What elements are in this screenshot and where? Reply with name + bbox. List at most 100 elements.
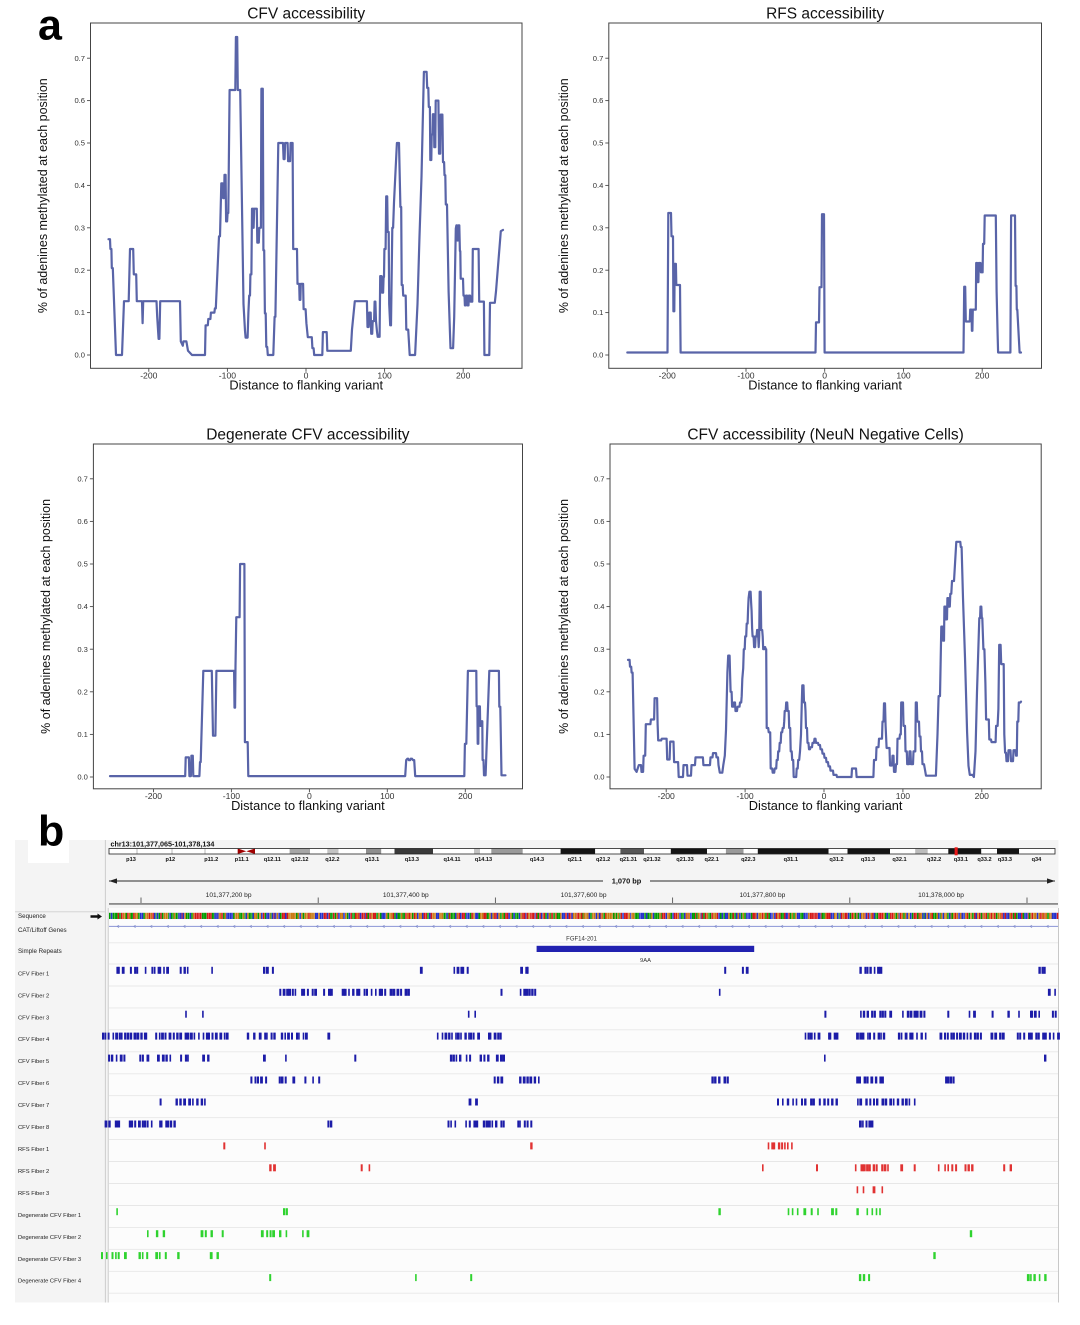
svg-text:CFV accessibility: CFV accessibility [247, 6, 365, 23]
svg-text:100: 100 [380, 791, 395, 801]
svg-text:RFS Fiber 1: RFS Fiber 1 [18, 1147, 49, 1153]
svg-text:-100: -100 [736, 791, 753, 801]
svg-text:-200: -200 [145, 791, 162, 801]
svg-text:p11.2: p11.2 [204, 857, 218, 863]
svg-text:0.0: 0.0 [77, 773, 88, 782]
svg-text:9AA: 9AA [640, 958, 651, 964]
svg-text:0.4: 0.4 [594, 602, 605, 611]
svg-text:0.5: 0.5 [594, 560, 605, 569]
svg-text:Degenerate CFV Fiber 2: Degenerate CFV Fiber 2 [18, 1235, 81, 1241]
svg-text:CFV Fiber 4: CFV Fiber 4 [18, 1037, 50, 1043]
svg-text:Simple Repeats: Simple Repeats [18, 948, 62, 955]
svg-text:q12.2: q12.2 [325, 857, 339, 863]
svg-text:q14.13: q14.13 [475, 857, 492, 863]
svg-text:CFV Fiber 1: CFV Fiber 1 [18, 971, 49, 977]
svg-text:0.7: 0.7 [77, 474, 88, 483]
svg-text:CFV Fiber 8: CFV Fiber 8 [18, 1125, 49, 1131]
svg-text:-200: -200 [140, 371, 157, 381]
svg-text:0.5: 0.5 [77, 560, 88, 569]
svg-text:q34: q34 [1032, 857, 1043, 863]
svg-text:101,378,000 bp: 101,378,000 bp [918, 892, 964, 899]
svg-text:q32.1: q32.1 [892, 857, 906, 863]
svg-text:0.3: 0.3 [594, 645, 605, 654]
svg-text:CFV Fiber 5: CFV Fiber 5 [18, 1059, 49, 1065]
svg-text:0.4: 0.4 [593, 181, 604, 190]
svg-text:Degenerate CFV Fiber 4: Degenerate CFV Fiber 4 [18, 1279, 82, 1285]
svg-text:q33.2: q33.2 [977, 857, 991, 863]
svg-text:q14.11: q14.11 [443, 857, 460, 863]
svg-text:q21.32: q21.32 [643, 857, 660, 863]
svg-text:100: 100 [377, 371, 392, 381]
svg-text:% of adenines methylated at ea: % of adenines methylated at each positio… [36, 78, 50, 313]
svg-text:q31.3: q31.3 [861, 857, 875, 863]
svg-text:100: 100 [896, 371, 911, 381]
svg-text:0.2: 0.2 [594, 687, 605, 696]
svg-text:200: 200 [975, 371, 990, 381]
svg-text:0.1: 0.1 [74, 308, 85, 317]
svg-text:-100: -100 [737, 371, 754, 381]
svg-text:0.3: 0.3 [77, 645, 88, 654]
svg-text:Distance to flanking variant: Distance to flanking variant [748, 377, 902, 392]
svg-text:CFV Fiber 2: CFV Fiber 2 [18, 993, 49, 999]
svg-text:q31.1: q31.1 [784, 857, 798, 863]
svg-text:101,377,200 bp: 101,377,200 bp [206, 892, 252, 899]
svg-text:CFV accessibility (NeuN Negati: CFV accessibility (NeuN Negative Cells) [687, 427, 964, 444]
svg-text:b: b [38, 808, 64, 856]
svg-text:RFS Fiber 3: RFS Fiber 3 [18, 1191, 49, 1197]
svg-text:0.4: 0.4 [74, 181, 85, 190]
svg-text:CFV Fiber 6: CFV Fiber 6 [18, 1081, 49, 1087]
svg-text:0.0: 0.0 [74, 351, 85, 360]
svg-text:q22.1: q22.1 [705, 857, 719, 863]
svg-text:chr13:101,377,065-101,378,134: chr13:101,377,065-101,378,134 [111, 839, 215, 848]
svg-text:0.6: 0.6 [594, 517, 605, 526]
svg-text:q12.11: q12.11 [264, 857, 281, 863]
svg-text:0.7: 0.7 [593, 54, 604, 63]
svg-text:0.1: 0.1 [594, 730, 605, 739]
svg-text:q13.1: q13.1 [365, 857, 379, 863]
svg-text:0.2: 0.2 [74, 266, 85, 275]
svg-text:Degenerate CFV Fiber 1: Degenerate CFV Fiber 1 [18, 1213, 81, 1219]
svg-text:q21.31: q21.31 [620, 857, 637, 863]
svg-text:0.6: 0.6 [593, 96, 604, 105]
svg-text:q32.2: q32.2 [927, 857, 941, 863]
svg-text:CFV Fiber 7: CFV Fiber 7 [18, 1103, 49, 1109]
svg-text:FGF14-201: FGF14-201 [566, 937, 597, 943]
svg-text:Distance to flanking variant: Distance to flanking variant [749, 798, 903, 813]
svg-text:200: 200 [458, 791, 473, 801]
svg-text:1,070 bp: 1,070 bp [612, 877, 642, 886]
svg-text:p13: p13 [126, 857, 136, 863]
svg-text:p11.1: p11.1 [235, 857, 249, 863]
svg-text:101,377,600 bp: 101,377,600 bp [561, 892, 607, 899]
svg-text:q22.3: q22.3 [741, 857, 755, 863]
svg-text:RFS accessibility: RFS accessibility [766, 6, 884, 23]
svg-text:0.7: 0.7 [594, 474, 605, 483]
svg-text:a: a [38, 2, 63, 50]
svg-text:101,377,800 bp: 101,377,800 bp [739, 892, 785, 899]
svg-text:-100: -100 [223, 791, 240, 801]
svg-text:0.1: 0.1 [77, 730, 88, 739]
svg-text:0.2: 0.2 [593, 266, 604, 275]
svg-text:0: 0 [822, 371, 827, 381]
svg-text:Sequence: Sequence [18, 913, 46, 920]
svg-text:0: 0 [304, 371, 309, 381]
svg-text:Distance to flanking variant: Distance to flanking variant [231, 798, 385, 813]
svg-text:% of adenines methylated at ea: % of adenines methylated at each positio… [39, 499, 53, 734]
svg-text:-200: -200 [659, 371, 676, 381]
svg-text:% of adenines methylated at ea: % of adenines methylated at each positio… [557, 499, 571, 734]
svg-text:200: 200 [456, 371, 471, 381]
svg-text:q14.3: q14.3 [530, 857, 544, 863]
svg-text:0: 0 [307, 791, 312, 801]
svg-text:q21.33: q21.33 [676, 857, 693, 863]
svg-text:% of adenines methylated at ea: % of adenines methylated at each positio… [557, 78, 571, 313]
svg-text:CFV Fiber 3: CFV Fiber 3 [18, 1015, 49, 1021]
svg-text:q13.3: q13.3 [405, 857, 419, 863]
svg-text:0.5: 0.5 [74, 139, 85, 148]
svg-text:0.1: 0.1 [593, 308, 604, 317]
svg-text:200: 200 [975, 791, 990, 801]
svg-text:101,377,400 bp: 101,377,400 bp [383, 892, 429, 899]
svg-text:0.6: 0.6 [74, 96, 85, 105]
svg-text:RFS Fiber 2: RFS Fiber 2 [18, 1169, 49, 1175]
svg-text:0.3: 0.3 [74, 223, 85, 232]
svg-text:0.5: 0.5 [593, 139, 604, 148]
svg-text:-100: -100 [219, 371, 236, 381]
